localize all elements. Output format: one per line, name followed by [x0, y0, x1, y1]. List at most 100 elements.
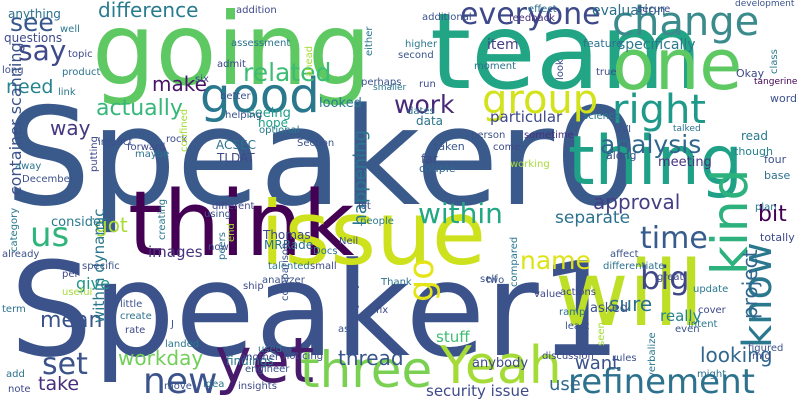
word-well: well — [60, 24, 80, 35]
word-right: right — [612, 87, 706, 133]
word-now: now — [208, 242, 229, 253]
word-topic: topic — [68, 49, 93, 60]
word-mrrade: MRRade — [264, 238, 314, 252]
word-intent: intent — [688, 319, 718, 330]
word-really: really — [660, 307, 702, 325]
word-okay: Okay — [736, 67, 765, 80]
word-self: self — [480, 274, 498, 285]
word-couple: couple — [419, 162, 456, 175]
word-true: true — [596, 67, 617, 78]
word-talked: talked — [673, 124, 701, 134]
word-specific: specific — [82, 261, 120, 272]
word-class: class — [769, 49, 780, 74]
word-name: name — [520, 246, 591, 275]
word-four: four — [764, 153, 787, 166]
word-specifically: specifically — [618, 37, 696, 53]
word-thing: thing — [568, 122, 743, 201]
word-per: per — [62, 269, 79, 280]
word-thank: Thank — [381, 277, 412, 288]
word-category: category — [9, 207, 20, 252]
word-run: run — [419, 79, 436, 90]
word-analyzer: analyzer — [262, 275, 305, 286]
word-additional: additional — [422, 12, 472, 23]
word-already: already — [2, 249, 40, 260]
word-anything: anything — [8, 7, 61, 21]
word-one: one — [612, 24, 743, 106]
word-using: using — [204, 209, 232, 220]
word-mid: mid — [752, 351, 771, 362]
word-thomas: Thomas — [263, 228, 311, 242]
word-sometime: sometime — [524, 130, 574, 141]
word-least: least — [565, 321, 590, 332]
word-think: think — [128, 172, 355, 277]
word-far: far — [421, 152, 438, 166]
word-use: use — [549, 374, 581, 395]
word-good: good — [200, 68, 320, 124]
word-compared: compared — [509, 236, 520, 287]
word-admit: admit — [217, 59, 246, 70]
word-mean: mean — [40, 308, 103, 333]
word-lot: lot — [358, 201, 371, 212]
word-moment: moment — [474, 61, 517, 72]
word-read: read — [741, 129, 769, 143]
word-december: December — [22, 174, 74, 185]
word-dates: dates — [407, 106, 435, 117]
word-seen: seen — [596, 322, 607, 346]
word-link: link — [58, 87, 76, 98]
word-j: J — [171, 319, 174, 330]
word-need: need — [6, 76, 54, 98]
word-word: word — [770, 92, 798, 105]
word-speaker0: Speaker0 — [5, 79, 640, 236]
word-move: move — [164, 381, 192, 392]
word-secure: secure — [637, 4, 671, 15]
word-base: base — [764, 169, 791, 182]
word-analysis: analysis — [600, 130, 702, 159]
word-sure: sure — [609, 292, 653, 316]
word-asked: asked — [590, 301, 629, 316]
word-particular: particular — [490, 108, 563, 126]
word-either: either — [364, 26, 375, 56]
word-give: give — [76, 274, 110, 293]
word-forward: forward — [127, 142, 166, 153]
word-confined: confined — [179, 108, 190, 152]
word-us: us — [30, 215, 70, 255]
word-people: people — [360, 216, 394, 227]
word-addition: addition — [236, 5, 277, 16]
word-work: work — [394, 90, 455, 119]
word-comparison: comparison — [280, 242, 291, 301]
word-update: update — [693, 284, 729, 295]
word-difference: difference — [98, 0, 199, 22]
word-make: make — [152, 72, 207, 96]
word-impact: impact — [98, 137, 133, 148]
word-feature: feature — [583, 37, 623, 50]
word-looked: looked — [319, 96, 362, 111]
word-affect: affect — [610, 249, 639, 260]
word-development: development — [735, 0, 795, 9]
word-discussion: discussion — [542, 351, 594, 362]
word-two: two — [486, 275, 505, 286]
word-verbalize: verbalize — [647, 332, 658, 378]
word-questions: questions — [4, 31, 63, 45]
word-away: away — [15, 161, 42, 172]
word-add: add — [6, 369, 25, 380]
word-person: person — [471, 130, 506, 141]
word-security-issue: security issue — [426, 382, 530, 400]
word-though: though — [734, 145, 773, 158]
word-ramp: ramp — [559, 307, 586, 318]
word-effect: effect — [528, 4, 557, 15]
word-noticing: noticing — [283, 351, 324, 362]
word-different: different — [212, 201, 255, 212]
word-working: working — [510, 159, 550, 170]
word-see: see — [10, 8, 54, 37]
word-helping: helping — [225, 110, 263, 121]
word-section: Section — [297, 138, 335, 149]
word-second: second — [398, 50, 434, 61]
word-big: big — [640, 259, 690, 297]
word-will: will — [555, 242, 704, 347]
word-acsec: ACSEC — [216, 138, 256, 152]
word-come: come — [493, 142, 521, 153]
word-workday: workday — [118, 346, 204, 370]
word-approval: approval — [593, 190, 681, 214]
word-bit: bit — [758, 202, 787, 227]
